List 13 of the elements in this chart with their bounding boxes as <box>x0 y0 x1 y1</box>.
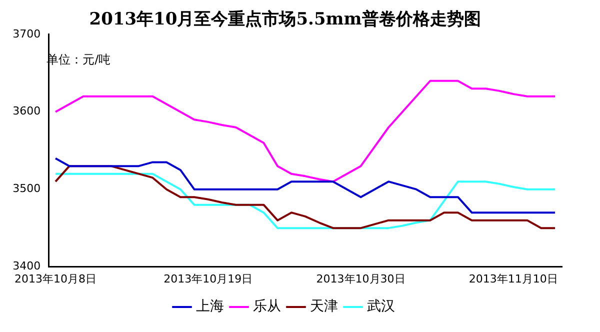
x-tick-label: 2013年10月30日 <box>316 272 406 286</box>
y-tick-label: 3500 <box>12 182 41 196</box>
legend-label: 天津 <box>310 298 338 315</box>
y-tick-label: 3600 <box>12 104 41 118</box>
chart-title: 2013年10月至今重点市场5.5mm普卷价格走势图 <box>89 8 481 30</box>
y-tick-label: 3400 <box>12 260 41 273</box>
legend-label: 上海 <box>196 298 224 315</box>
x-tick-label: 2013年11月10日 <box>468 272 558 286</box>
y-tick-label: 3700 <box>12 27 41 40</box>
x-tick-label: 2013年10月8日 <box>14 272 97 286</box>
legend-label: 武汉 <box>367 298 395 315</box>
legend-label: 乐从 <box>253 298 281 315</box>
x-tick-label: 2013年10月19日 <box>164 272 253 286</box>
